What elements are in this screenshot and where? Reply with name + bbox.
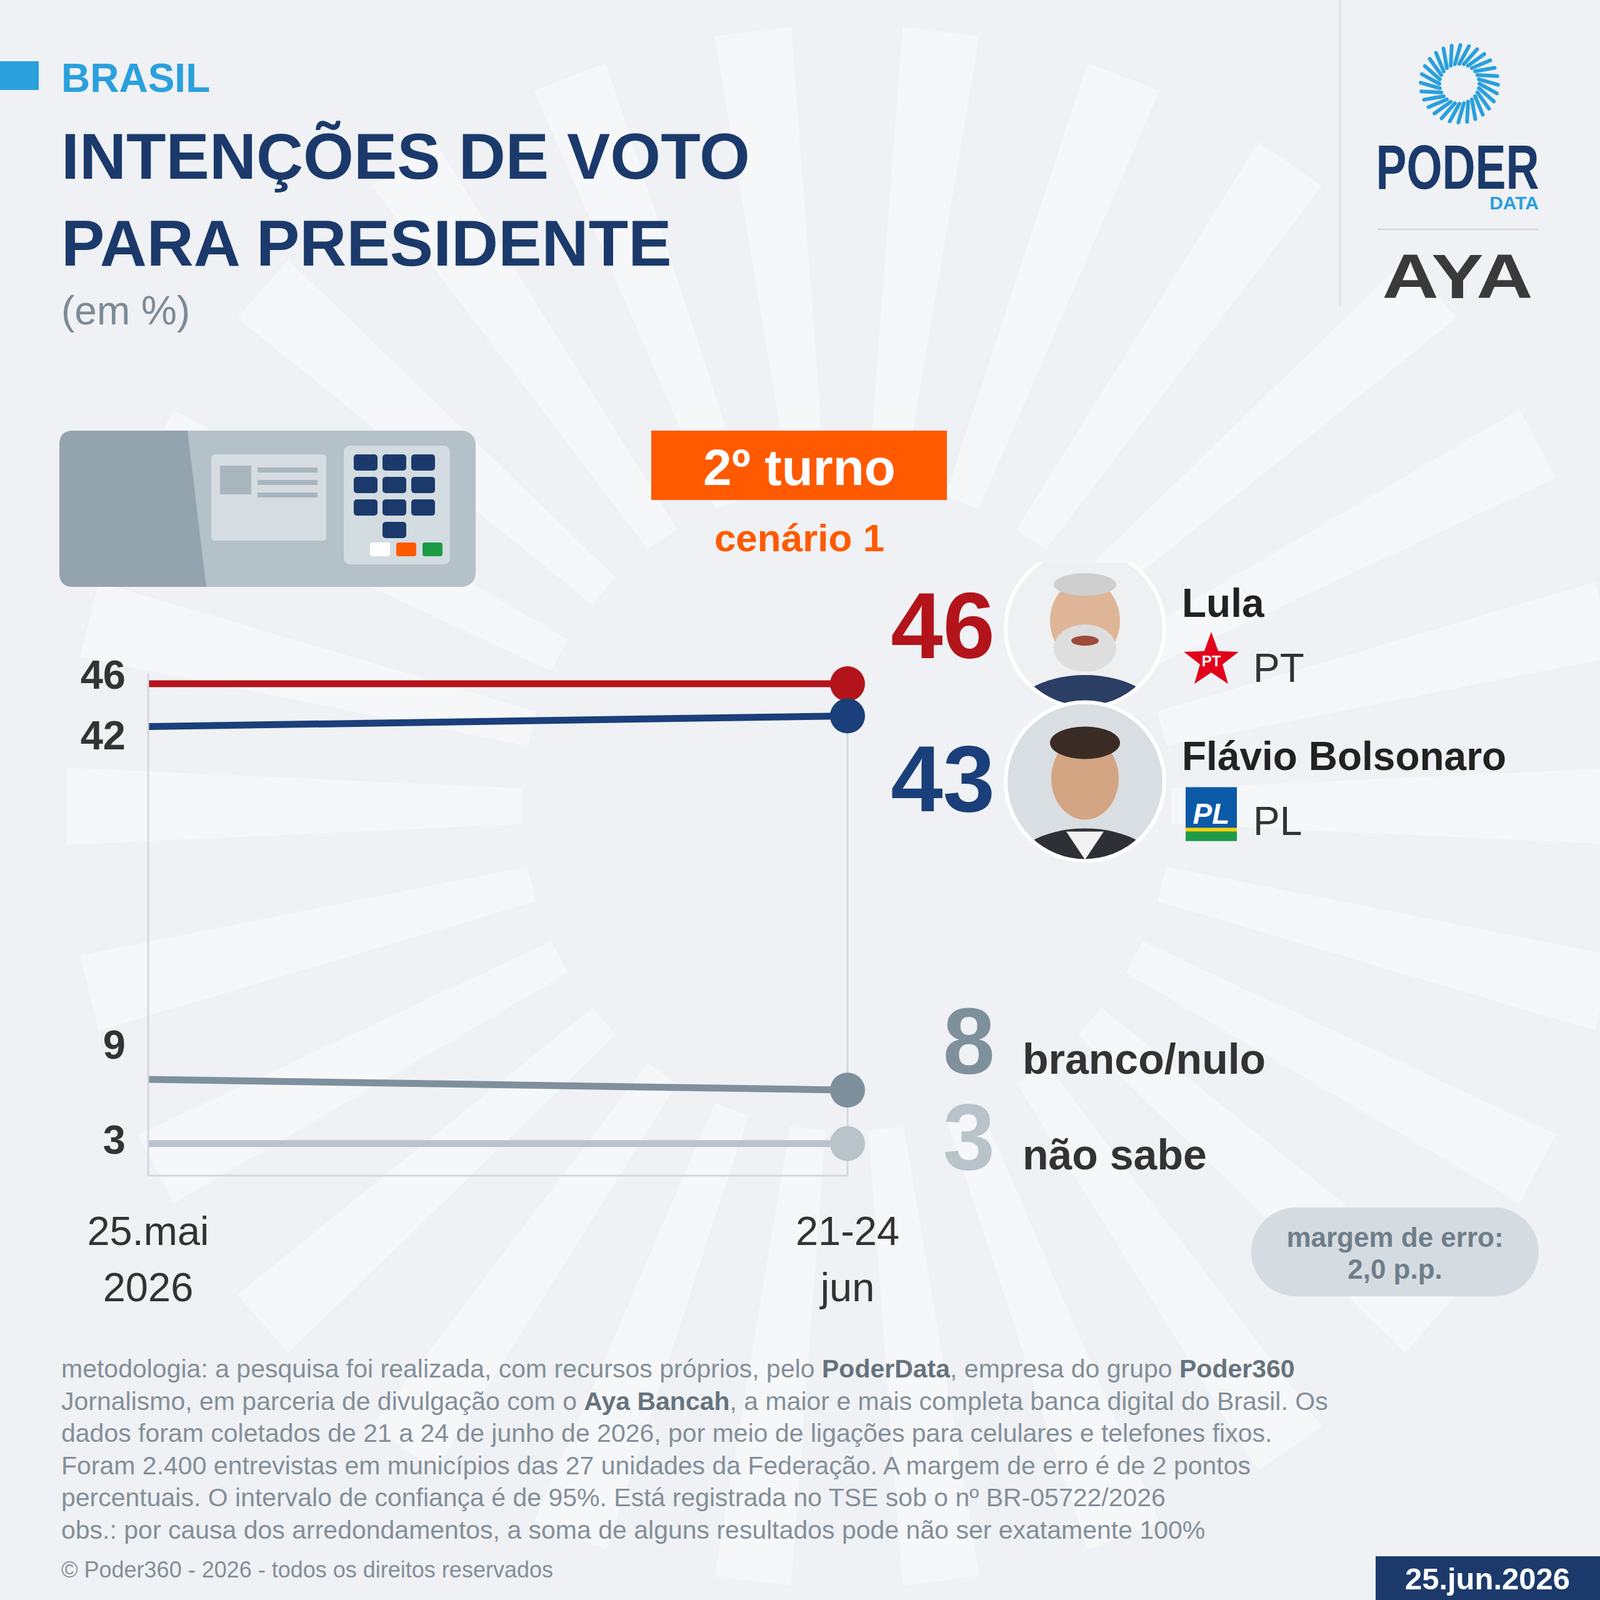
svg-text:2º turno: 2º turno	[703, 438, 896, 496]
svg-text:percentuais. O intervalo de co: percentuais. O intervalo de confiança é …	[61, 1483, 1166, 1512]
svg-text:AYA: AYA	[1382, 241, 1534, 312]
svg-text:Jornalismo, em parceria de div: Jornalismo, em parceria de divulgação co…	[61, 1386, 1329, 1416]
svg-text:21-24jun: 21-24jun	[795, 1208, 900, 1310]
svg-text:PL: PL	[1253, 798, 1302, 844]
svg-text:DATA: DATA	[1489, 192, 1539, 214]
svg-text:dados foram coletados de 21 a: dados foram coletados de 21 a 24 de junh…	[61, 1418, 1272, 1448]
svg-text:46: 46	[80, 651, 126, 698]
svg-text:(em %): (em %)	[61, 288, 190, 334]
svg-text:obs.: por causa dos arredondam: obs.: por causa dos arredondamentos, a s…	[61, 1515, 1205, 1545]
svg-text:PARA PRESIDENTE: PARA PRESIDENTE	[61, 206, 672, 280]
svg-text:46: 46	[890, 573, 995, 679]
svg-text:8: 8	[943, 988, 995, 1094]
svg-text:2,0 p.p.: 2,0 p.p.	[1347, 1253, 1443, 1285]
svg-text:margem de erro:: margem de erro:	[1286, 1221, 1504, 1253]
svg-text:Lula: Lula	[1181, 580, 1265, 626]
svg-text:3: 3	[103, 1116, 126, 1163]
svg-text:PT: PT	[1253, 645, 1305, 691]
svg-text:metodologia: a pesquisa foi re: metodologia: a pesquisa foi realizada, c…	[61, 1354, 1295, 1384]
svg-text:9: 9	[103, 1021, 126, 1068]
svg-text:25.jun.2026: 25.jun.2026	[1405, 1561, 1570, 1596]
svg-text:42: 42	[80, 712, 126, 759]
svg-text:PODER: PODER	[1376, 131, 1540, 202]
svg-text:branco/nulo: branco/nulo	[1022, 1035, 1266, 1083]
svg-text:25.mai2026: 25.mai2026	[86, 1208, 209, 1310]
svg-text:3: 3	[943, 1084, 995, 1190]
svg-text:INTENÇÕES DE VOTO: INTENÇÕES DE VOTO	[61, 120, 750, 193]
svg-text:não sabe: não sabe	[1022, 1130, 1207, 1179]
svg-text:PL: PL	[1193, 797, 1230, 830]
svg-text:© Poder360 - 2026 - todos os d: © Poder360 - 2026 - todos os direitos re…	[61, 1556, 554, 1583]
svg-text:cenário 1: cenário 1	[714, 516, 885, 560]
svg-text:BRASIL: BRASIL	[61, 55, 210, 101]
svg-text:43: 43	[890, 726, 995, 832]
svg-text:Foram 2.400 entrevistas em mun: Foram 2.400 entrevistas em municípios da…	[61, 1451, 1251, 1480]
svg-text:PT: PT	[1201, 652, 1222, 670]
svg-text:Flávio Bolsonaro: Flávio Bolsonaro	[1181, 733, 1507, 779]
